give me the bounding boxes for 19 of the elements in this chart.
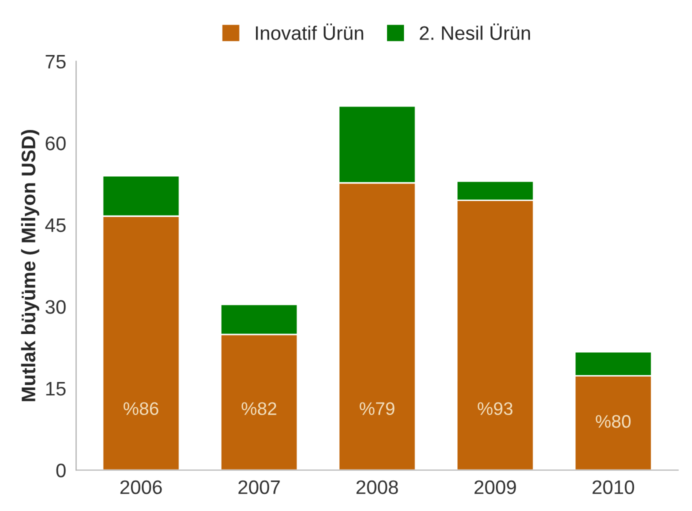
y-tick-label: 75 [46, 54, 66, 69]
y-tick-label: 60 [46, 136, 66, 150]
annotation: %80 [596, 415, 631, 428]
x-tick-label: 2010 [592, 480, 634, 494]
legend-label: 2. Nesil Ürün [420, 24, 530, 40]
x-tick-label: 2009 [474, 480, 516, 494]
y-axis-title: Mutlak büyüme ( Milyon USD) [21, 130, 40, 402]
annotation: %79 [360, 402, 394, 416]
annotation: %93 [478, 402, 512, 416]
x-tick-label: 2007 [238, 480, 280, 494]
y-tick-label: 0 [56, 464, 66, 478]
annotation: %86 [124, 402, 158, 416]
legend-label: Inovatif Ürün [256, 24, 364, 40]
x-tick-label: 2006 [120, 480, 162, 494]
annotation: %82 [242, 402, 276, 416]
y-tick-label: 30 [46, 300, 66, 314]
x-tick-label: 2008 [356, 480, 398, 494]
y-tick-label: 45 [45, 218, 66, 232]
y-tick-label: 15 [46, 382, 66, 396]
